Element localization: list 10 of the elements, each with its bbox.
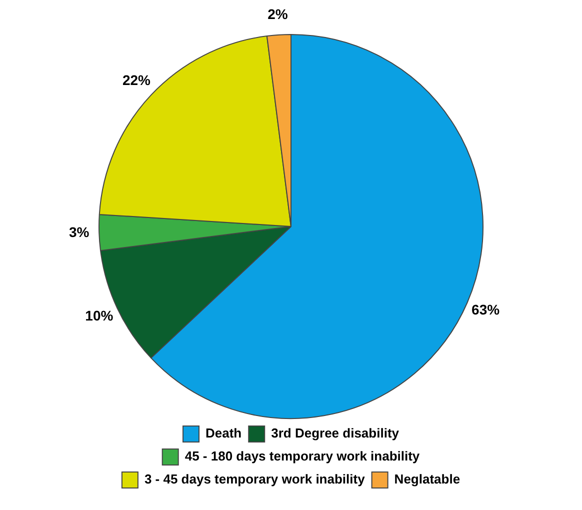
legend-label: 3 - 45 days temporary work inability — [144, 472, 366, 487]
data-label: 3% — [68, 224, 90, 240]
legend-label: Neglatable — [394, 472, 460, 487]
data-label: 63% — [472, 302, 500, 318]
legend-label: 3rd Degree disability — [271, 426, 400, 441]
legend-label: 45 - 180 days temporary work inability — [184, 448, 420, 464]
data-label: 2% — [268, 6, 288, 22]
data-label: 10% — [85, 308, 114, 324]
legend-label: Death — [206, 426, 242, 441]
data-label: 22% — [122, 72, 152, 88]
